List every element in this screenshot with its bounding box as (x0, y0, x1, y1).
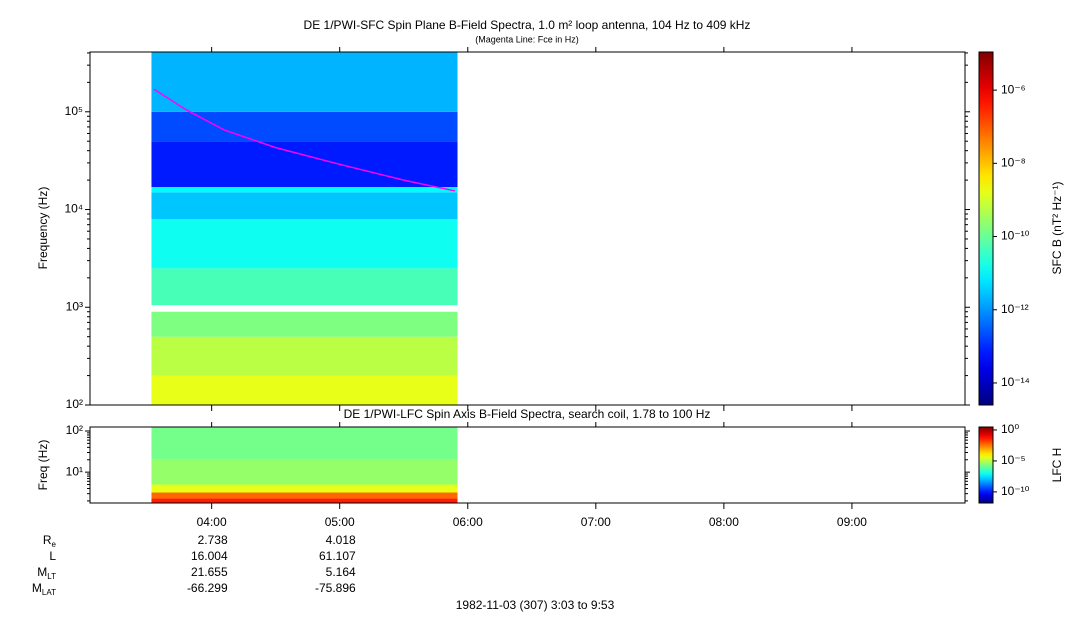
spectrogram-cell (151, 492, 458, 499)
footer: 1982-11-03 (307) 3:03 to 9:53 (456, 598, 615, 612)
y-axis-label: Frequency (Hz) (36, 187, 50, 270)
ephemeris-value: -66.299 (187, 581, 228, 595)
ephemeris-label-main: L (49, 549, 56, 563)
ephemeris-label: MLAT (32, 581, 56, 597)
ephemeris-label-main: M (32, 581, 42, 595)
colorbar-tick-label: 10⁻⁵ (1001, 453, 1026, 467)
y-tick-label: 10² (66, 397, 83, 411)
plot-frame (89, 51, 966, 406)
plot-frame (89, 426, 966, 504)
spectrogram-cell (151, 141, 458, 188)
colorbar-tick-label: 10⁻¹⁰ (1001, 484, 1030, 498)
ephemeris-value: 61.107 (319, 549, 356, 563)
spectrogram-cell (151, 375, 458, 405)
ephemeris-value: 2.738 (198, 533, 228, 547)
ephemeris-label: MLT (37, 565, 56, 581)
y-tick-label: 10⁴ (64, 202, 83, 216)
ephemeris-label-main: M (37, 565, 47, 579)
ephemeris-value: 16.004 (191, 549, 228, 563)
x-tick-label: 07:00 (581, 515, 611, 529)
ephemeris-value: 4.018 (326, 533, 356, 547)
x-tick-label: 09:00 (837, 515, 867, 529)
subtitle: (Magenta Line: Fce in Hz) (475, 34, 579, 44)
colorbar-tick-label: 10⁻⁸ (1001, 156, 1026, 170)
ephemeris-value: 21.655 (191, 565, 228, 579)
spectrogram-cell (151, 268, 458, 306)
spectrogram-cell (151, 427, 458, 460)
colorbar-tick-label: 10⁻¹⁴ (1001, 375, 1030, 389)
ephemeris-value: 5.164 (326, 565, 356, 579)
y-axis-label: Freq (Hz) (36, 440, 50, 491)
x-tick-label: 05:00 (325, 515, 355, 529)
colorbar-label: SFC B (nT² Hz⁻¹) (1050, 182, 1064, 275)
y-tick-label: 10³ (66, 299, 83, 313)
ephemeris-label-sub: e (52, 540, 57, 549)
x-tick-label: 04:00 (197, 515, 227, 529)
colorbar (978, 426, 994, 504)
spectrogram-cell (151, 187, 458, 193)
colorbar-tick-label: 10⁻¹² (1001, 302, 1029, 316)
x-tick-label: 06:00 (453, 515, 483, 529)
spectrogram-cell (151, 218, 458, 269)
spectrogram-cell (151, 459, 458, 485)
colorbar-tick-label: 10⁻¹⁰ (1001, 229, 1030, 243)
colorbar (978, 51, 994, 406)
chart-title: DE 1/PWI-LFC Spin Axis B-Field Spectra, … (344, 407, 711, 421)
y-tick-label: 10⁵ (65, 104, 83, 118)
y-tick-label: 10² (66, 423, 83, 437)
spectrogram-cell (151, 311, 458, 337)
ephemeris-label: L (49, 549, 56, 563)
spectrogram-cell (151, 498, 458, 503)
chart-title: DE 1/PWI-SFC Spin Plane B-Field Spectra,… (304, 18, 751, 32)
ephemeris-label-sub: LAT (42, 588, 56, 597)
colorbar-label: LFC H (1050, 448, 1064, 483)
spectrogram-cell (151, 192, 458, 219)
colorbar-tick-label: 10⁻⁶ (1001, 82, 1026, 96)
x-tick-label: 08:00 (709, 515, 739, 529)
spectrogram-cell (151, 111, 458, 142)
ephemeris-value: -75.896 (315, 581, 356, 595)
y-tick-label: 10¹ (66, 464, 83, 478)
spectrogram-cell (151, 52, 458, 112)
ephemeris-label: Re (43, 533, 57, 549)
fce-line (153, 88, 456, 192)
spectrogram-cell (151, 484, 458, 493)
ephemeris-label-main: R (43, 533, 52, 547)
colorbar-tick-label: 10⁰ (1001, 422, 1019, 436)
spectrogram-cell (151, 336, 458, 376)
ephemeris-label-sub: LT (47, 572, 56, 581)
